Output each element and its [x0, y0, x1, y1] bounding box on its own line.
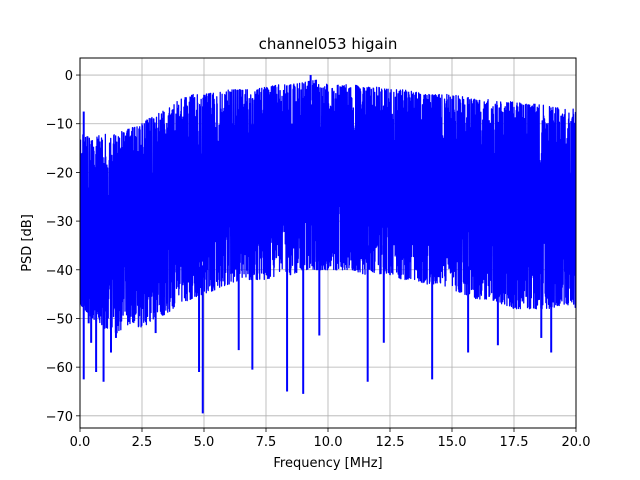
series-layer: [80, 75, 576, 414]
x-tick-label: 17.5: [500, 435, 529, 450]
psd-trace: [80, 79, 576, 334]
y-tick-label: −30: [46, 215, 73, 230]
x-tick-label: 15.0: [438, 435, 467, 450]
x-tick-label: 12.5: [376, 435, 405, 450]
chart-title: channel053 higain: [259, 35, 398, 53]
x-tick-label: 5.0: [194, 435, 215, 450]
y-axis: 0 −10 −20 −30 −40 −50 −60 −70: [46, 69, 80, 425]
y-tick-label: −70: [46, 410, 73, 425]
y-tick-label: −50: [46, 312, 73, 327]
x-axis: 0.0 2.5 5.0 7.5 10.0 12.5 15.0 17.5 20.0: [70, 428, 591, 450]
x-tick-label: 20.0: [562, 435, 591, 450]
y-tick-label: −10: [46, 118, 73, 133]
x-axis-label: Frequency [MHz]: [273, 456, 382, 471]
x-tick-label: 2.5: [132, 435, 153, 450]
y-tick-label: −60: [46, 361, 73, 376]
x-tick-label: 7.5: [256, 435, 277, 450]
x-tick-label: 10.0: [314, 435, 343, 450]
y-tick-label: −20: [46, 166, 73, 181]
x-tick-label: 0.0: [70, 435, 91, 450]
y-axis-label: PSD [dB]: [20, 214, 35, 272]
y-tick-label: 0: [65, 69, 73, 84]
y-tick-label: −40: [46, 264, 73, 279]
